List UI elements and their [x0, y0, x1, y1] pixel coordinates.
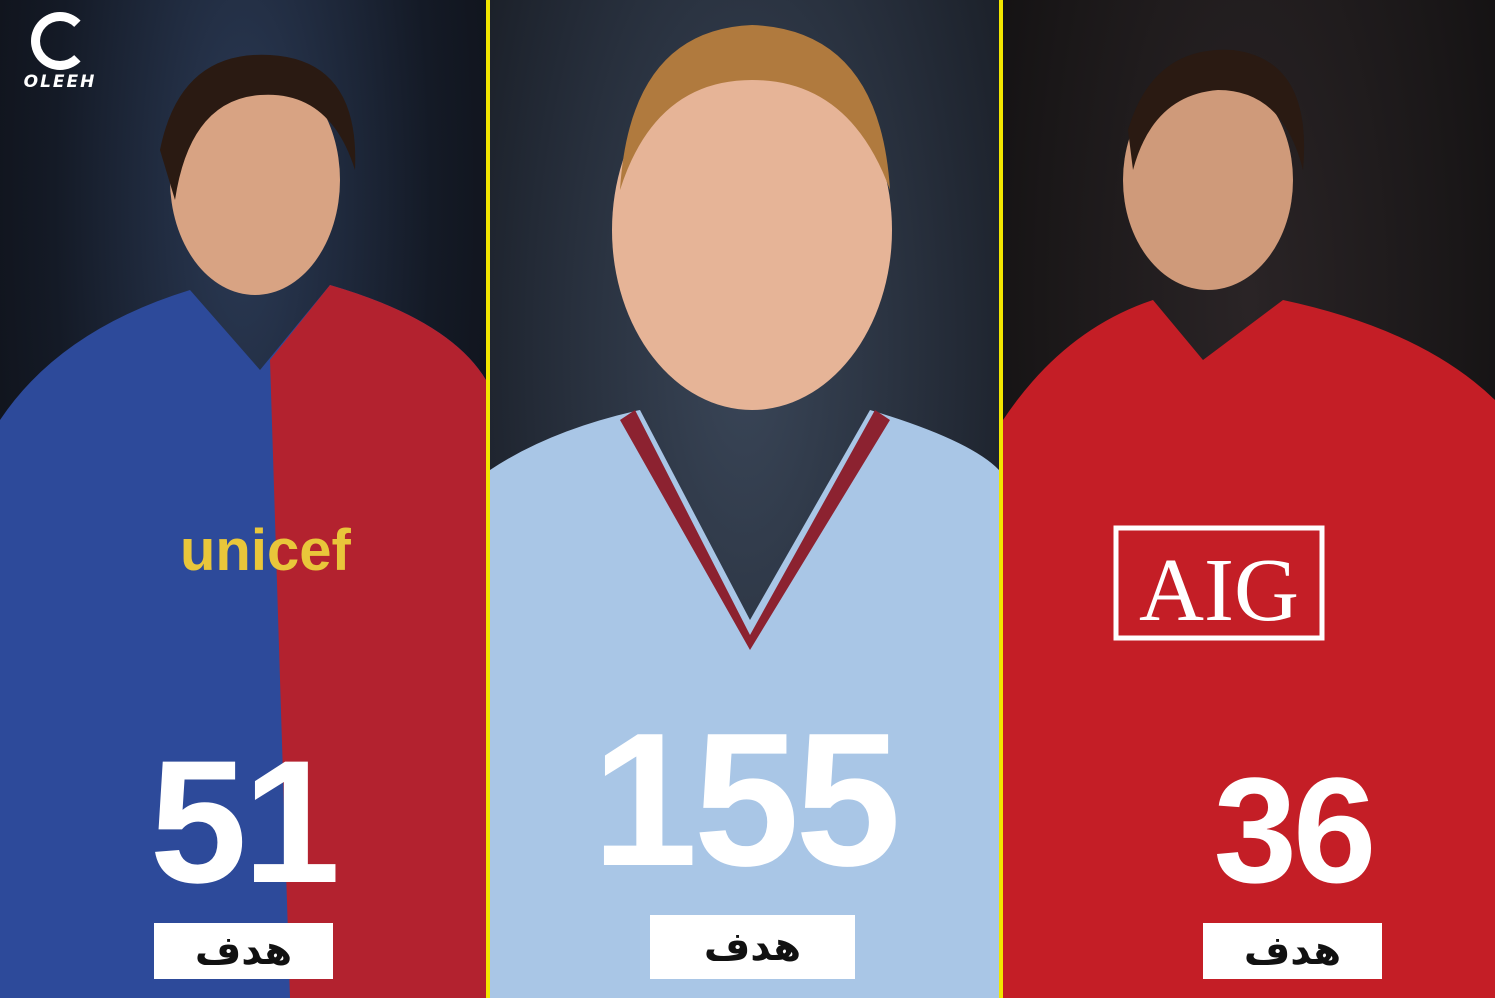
- player-photo-right: AIG: [1003, 49, 1495, 998]
- goals-count: 155: [591, 694, 901, 906]
- divider: [999, 0, 1003, 998]
- logo-mark-icon: [31, 12, 89, 70]
- goals-label: هدف: [1203, 923, 1382, 979]
- player-photo-center: [490, 25, 999, 998]
- player-panel-left: unicef 51 هدف: [0, 0, 486, 998]
- logo-text: OLEEH: [23, 72, 97, 92]
- player-photo-left: unicef: [0, 54, 486, 998]
- player-panel-right: AIG 36 هدف: [1003, 0, 1495, 998]
- sponsor-text: unicef: [180, 518, 351, 583]
- goals-label: هدف: [650, 915, 855, 979]
- brand-logo: OLEEH: [10, 12, 110, 92]
- goals-count: 36: [1213, 746, 1377, 914]
- divider: [486, 0, 490, 998]
- player-panel-center: 155 هدف: [490, 0, 999, 998]
- goals-count: 51: [149, 725, 341, 920]
- sponsor-text: AIG: [1139, 541, 1299, 640]
- goals-label: هدف: [154, 923, 333, 979]
